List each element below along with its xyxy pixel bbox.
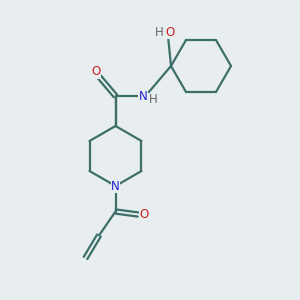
- Text: O: O: [92, 65, 100, 79]
- Text: H: H: [148, 93, 158, 106]
- Text: N: N: [111, 179, 120, 193]
- Text: O: O: [166, 26, 175, 39]
- Text: O: O: [140, 208, 148, 221]
- Text: N: N: [139, 89, 148, 103]
- Text: H: H: [155, 26, 164, 39]
